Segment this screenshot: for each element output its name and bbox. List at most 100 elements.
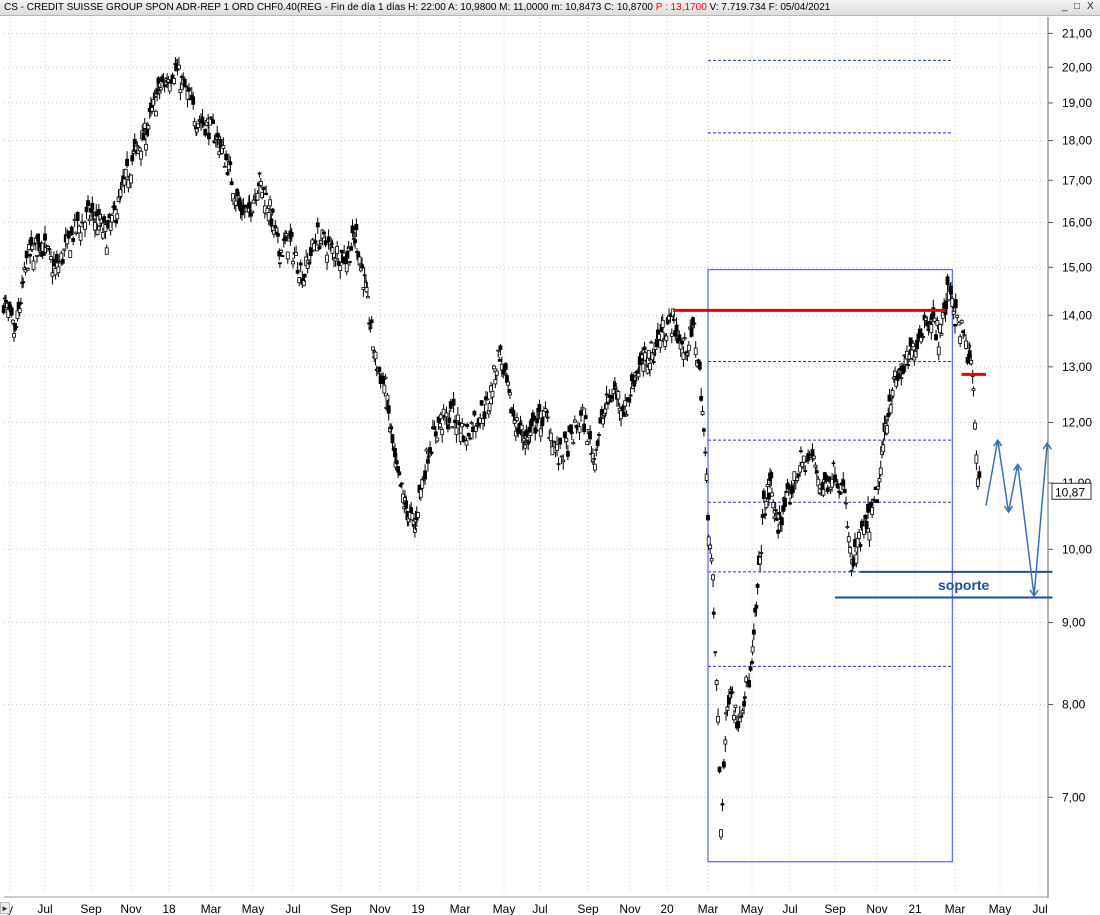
price-candle [373,351,378,360]
price-candle [284,233,289,237]
price-candle [623,400,628,407]
price-candle [339,249,344,253]
price-candle [859,520,864,528]
price-candle [711,611,716,615]
x-tick-label: Jul [532,902,547,915]
price-candle [693,347,698,356]
x-tick-label: Sep [824,902,846,915]
price-candle [36,233,41,242]
price-candle [919,333,924,337]
price-candle [909,349,914,359]
last-price-box [1051,482,1092,500]
price-candle [90,203,95,211]
price-candle [784,490,789,493]
price-candle [276,232,280,237]
price-candle [750,661,754,664]
price-candle [944,300,949,310]
price-candle [200,116,205,124]
price-candle [713,651,718,654]
price-candle [878,467,883,476]
price-candle [519,424,524,431]
price-candle [515,417,519,421]
price-candle [888,404,893,414]
price-candle [289,231,294,237]
scroll-left-icon[interactable]: ► [0,902,10,914]
price-candle [144,143,148,151]
price-candle [385,394,390,401]
price-candle [423,470,428,480]
price-candle [23,269,28,273]
price-candle [967,344,971,348]
price-candle [636,372,641,378]
y-tick-label: 18,00 [1062,134,1092,148]
price-candle [364,287,369,293]
price-candle [224,153,229,161]
price-candle [6,309,11,318]
price-candle [410,513,415,521]
price-candle [122,178,127,186]
price-candle [725,706,730,711]
price-candle [835,483,840,489]
price-candle [75,211,80,221]
price-candle [848,547,853,554]
projection-arrowhead [993,438,1003,447]
price-candle [561,459,566,463]
price-candle [761,490,766,499]
price-candle [669,332,674,337]
price-candle [152,96,157,98]
price-candle [887,394,892,402]
y-tick-label: 15,00 [1062,260,1092,274]
price-candle [178,88,183,94]
price-candle [955,314,960,318]
price-candle [381,375,386,384]
price-candle [30,245,35,251]
price-candle [717,766,722,773]
x-tick-label: Jul [285,902,300,915]
price-candle [603,408,608,414]
price-candle [680,340,684,345]
price-candle [229,181,234,186]
price-candle [383,376,388,379]
price-candle [41,251,46,256]
price-candle [691,317,695,326]
price-candle [156,77,161,84]
price-candle [386,405,391,414]
x-tick-label: 20 [660,902,674,915]
restore-button[interactable]: □ [1074,1,1081,12]
title-bar: CS - CREDIT SUISSE GROUP SPON ADR-REP 1 … [0,0,1100,16]
price-candle [12,333,16,338]
y-tick-label: 10,00 [1062,542,1092,556]
price-candle [798,465,803,473]
price-candle [526,440,531,445]
price-candle [68,250,73,258]
price-candle [697,361,702,370]
price-candle [612,382,617,390]
price-candle [125,158,129,166]
price-candle [577,426,582,433]
price-candle [956,322,961,326]
volume-date: V: 7.719.734 F: 05/04/2021 [706,2,831,13]
minimize-button[interactable]: _ [1062,1,1068,12]
price-candle [487,403,492,412]
price-candle [548,432,553,442]
price-candle [28,254,32,257]
price-candle [349,246,354,251]
chart-title: CS - CREDIT SUISSE GROUP SPON ADR-REP 1 … [4,2,831,13]
close-button[interactable]: X [1087,1,1094,12]
prev-close: P : 13,1700 [653,2,707,13]
price-candle [72,218,77,222]
y-tick-label: 14,00 [1062,308,1092,322]
price-candle [692,322,697,325]
price-candle [523,444,528,449]
y-tick-label: 8,00 [1062,697,1086,711]
price-candle [154,110,158,117]
price-candle [464,440,469,446]
price-candle [583,414,588,420]
price-candle [854,554,859,564]
price-candle [29,237,34,245]
price-candle [838,491,843,495]
price-candle [222,165,227,168]
price-candle [78,232,83,241]
price-candle [235,188,240,197]
